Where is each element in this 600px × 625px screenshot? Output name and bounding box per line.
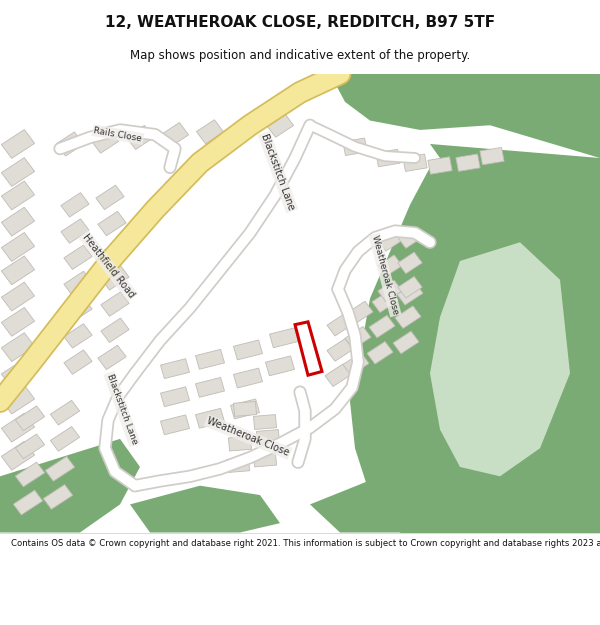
Polygon shape <box>347 301 373 324</box>
Polygon shape <box>376 149 400 167</box>
Polygon shape <box>56 132 83 156</box>
Polygon shape <box>13 490 43 515</box>
Polygon shape <box>232 116 259 140</box>
Polygon shape <box>161 122 188 147</box>
Polygon shape <box>1 441 35 470</box>
Polygon shape <box>269 328 298 348</box>
Polygon shape <box>310 476 430 532</box>
Polygon shape <box>1 282 35 311</box>
Text: Map shows position and indicative extent of the property.: Map shows position and indicative extent… <box>130 49 470 62</box>
Polygon shape <box>1 256 35 285</box>
Polygon shape <box>230 399 259 419</box>
Polygon shape <box>378 255 402 276</box>
Polygon shape <box>161 415 190 435</box>
Polygon shape <box>1 208 35 236</box>
Polygon shape <box>330 74 600 158</box>
Polygon shape <box>372 290 398 312</box>
Polygon shape <box>480 148 504 165</box>
Polygon shape <box>1 385 35 414</box>
Polygon shape <box>1 308 35 336</box>
Polygon shape <box>266 356 295 376</box>
Polygon shape <box>16 434 44 459</box>
Text: Rails Close: Rails Close <box>93 126 143 143</box>
Polygon shape <box>325 364 351 386</box>
Polygon shape <box>253 414 277 429</box>
Polygon shape <box>430 242 570 476</box>
Polygon shape <box>327 313 353 336</box>
Polygon shape <box>378 280 402 302</box>
Polygon shape <box>343 138 367 156</box>
Polygon shape <box>393 331 419 354</box>
Polygon shape <box>256 429 280 444</box>
Polygon shape <box>266 113 293 138</box>
Text: Blackstitch Lane: Blackstitch Lane <box>105 372 139 446</box>
Polygon shape <box>398 276 422 298</box>
Polygon shape <box>161 359 190 379</box>
Polygon shape <box>350 144 600 579</box>
Polygon shape <box>130 486 280 532</box>
Polygon shape <box>98 211 126 236</box>
Polygon shape <box>61 192 89 217</box>
Polygon shape <box>1 359 35 388</box>
Polygon shape <box>367 341 393 364</box>
Polygon shape <box>101 318 129 342</box>
Polygon shape <box>64 350 92 374</box>
Polygon shape <box>456 154 480 171</box>
Text: Heathfield Road: Heathfield Road <box>80 232 136 299</box>
Polygon shape <box>64 245 92 269</box>
Polygon shape <box>50 401 80 425</box>
Polygon shape <box>101 266 129 290</box>
Polygon shape <box>64 324 92 348</box>
Polygon shape <box>1 129 35 158</box>
Polygon shape <box>98 345 126 369</box>
Polygon shape <box>196 378 224 398</box>
Polygon shape <box>327 339 353 361</box>
Polygon shape <box>233 340 262 360</box>
Polygon shape <box>64 298 92 322</box>
Polygon shape <box>233 401 257 416</box>
Polygon shape <box>0 439 140 532</box>
Text: Weatheroak Close: Weatheroak Close <box>205 416 290 458</box>
Polygon shape <box>398 227 422 248</box>
Polygon shape <box>50 426 80 451</box>
Polygon shape <box>398 252 422 274</box>
Polygon shape <box>226 458 250 472</box>
Polygon shape <box>64 271 92 296</box>
Polygon shape <box>16 462 44 487</box>
Polygon shape <box>127 126 154 149</box>
Polygon shape <box>1 232 35 261</box>
Polygon shape <box>46 456 74 481</box>
Polygon shape <box>61 219 89 243</box>
Polygon shape <box>345 326 371 349</box>
Polygon shape <box>233 368 262 388</box>
Polygon shape <box>403 154 427 171</box>
Polygon shape <box>161 387 190 407</box>
Polygon shape <box>369 315 395 338</box>
Polygon shape <box>101 239 129 264</box>
Polygon shape <box>196 408 224 428</box>
Polygon shape <box>378 229 402 251</box>
Polygon shape <box>96 185 124 209</box>
Polygon shape <box>395 306 421 329</box>
Polygon shape <box>229 436 251 451</box>
Polygon shape <box>43 484 73 509</box>
Text: 12, WEATHEROAK CLOSE, REDDITCH, B97 5TF: 12, WEATHEROAK CLOSE, REDDITCH, B97 5TF <box>105 14 495 29</box>
Polygon shape <box>253 452 277 467</box>
Polygon shape <box>1 158 35 186</box>
Polygon shape <box>1 181 35 210</box>
Text: Contains OS data © Crown copyright and database right 2021. This information is : Contains OS data © Crown copyright and d… <box>11 539 600 548</box>
Polygon shape <box>428 157 452 174</box>
Polygon shape <box>101 292 129 316</box>
Polygon shape <box>16 406 44 431</box>
Polygon shape <box>196 349 224 369</box>
Polygon shape <box>1 413 35 442</box>
Text: Weatheroak Close: Weatheroak Close <box>370 234 400 316</box>
Polygon shape <box>397 282 423 305</box>
Polygon shape <box>91 129 119 153</box>
Polygon shape <box>343 352 369 375</box>
Polygon shape <box>1 332 35 361</box>
Polygon shape <box>196 120 224 144</box>
Text: Blackstitch Lane: Blackstitch Lane <box>260 132 296 212</box>
